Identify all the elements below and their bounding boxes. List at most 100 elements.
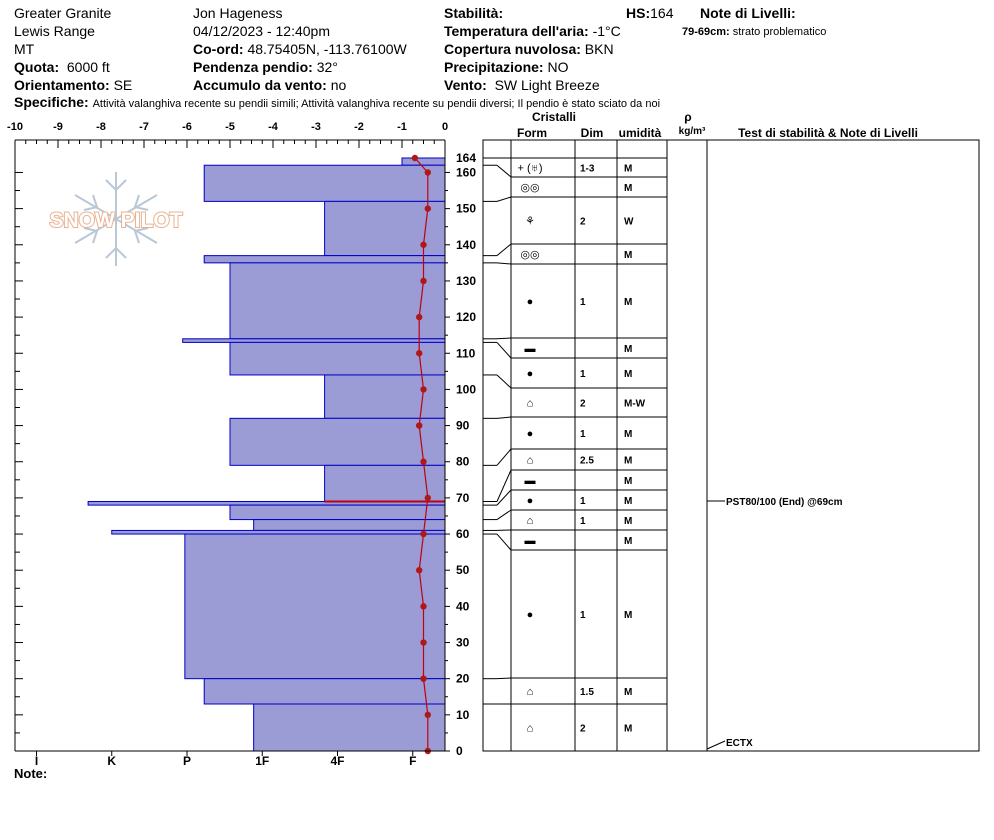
temp-tick-label: -1 — [397, 121, 407, 133]
wetness: M — [624, 297, 632, 308]
height-tick-label: 160 — [456, 165, 476, 179]
temperature-point — [420, 386, 427, 393]
temperature-point — [411, 154, 419, 162]
wetness: M — [624, 516, 632, 527]
hardness-tick-label: 1F — [255, 754, 269, 768]
wetness: W — [624, 217, 634, 228]
crystal-form-symbol: + (♅) — [517, 163, 542, 175]
snowflake-icon — [74, 172, 158, 266]
height-tick-label: 30 — [456, 636, 470, 650]
crystal-size: 1-3 — [580, 164, 595, 175]
datetime: 04/12/2023 - 12:40pm — [193, 23, 330, 39]
crystal-size: 2 — [580, 399, 586, 410]
height-tick-label: 0 — [456, 744, 463, 758]
precipitazione: Precipitazione: NO — [444, 59, 569, 75]
height-tick-label: 130 — [456, 274, 476, 288]
hardness-layer — [203, 255, 446, 264]
temperature-point — [424, 711, 431, 719]
crystal-form-symbol: ● — [527, 428, 534, 440]
connector-diag — [496, 337, 512, 340]
crystal-size: 1 — [580, 496, 586, 507]
temp-tick-label: 0 — [442, 121, 448, 133]
header-cristalli: Cristalli — [532, 110, 576, 124]
temp-tick-label: -5 — [225, 121, 235, 133]
crystal-size: 2.5 — [580, 456, 594, 467]
crystal-size: 1.5 — [580, 687, 594, 698]
temp-tick-label: -2 — [354, 121, 364, 133]
crystal-size: 1 — [580, 369, 586, 380]
wetness: M — [624, 724, 632, 735]
crystal-form-symbol: ⌂ — [527, 398, 534, 410]
connector-diag — [496, 342, 512, 359]
crystal-form-symbol: ⌂ — [527, 723, 534, 735]
coordinates: Co-ord: 48.75405N, -113.76100W — [193, 41, 407, 57]
hardness-layer — [229, 417, 446, 466]
height-tick-label: 90 — [456, 419, 470, 433]
state: MT — [14, 41, 35, 57]
height-tick-label: 50 — [456, 563, 470, 577]
connector-diag — [496, 196, 512, 202]
height-tick-label: 20 — [456, 672, 470, 686]
height-tick-label: 10 — [456, 708, 470, 722]
temperatura-aria: Temperatura dell'aria: -1°C — [444, 23, 621, 39]
hardness-layer — [229, 504, 446, 521]
crystal-form-symbol: ⌂ — [527, 686, 534, 698]
wetness: M — [624, 429, 632, 440]
crystal-form-symbol: ▬ — [525, 475, 536, 487]
temperature-point — [416, 567, 423, 574]
temp-tick-label: -7 — [139, 121, 149, 133]
height-tick-label: 80 — [456, 455, 470, 469]
temperature-point — [424, 494, 431, 502]
copertura-nuvolosa: Copertura nuvolosa: BKN — [444, 41, 614, 57]
test-label: ECTX — [726, 738, 753, 749]
crystal-form-symbol: ▬ — [525, 343, 536, 355]
temperature-point — [420, 675, 427, 682]
temperature-point — [420, 277, 427, 285]
connector-diag — [496, 243, 512, 257]
temperature-point — [424, 169, 431, 176]
hardness-tick-label: P — [183, 754, 191, 768]
note-label: Note: — [14, 766, 47, 781]
orientamento: Orientamento: SE — [14, 77, 133, 93]
connector-diag — [496, 677, 512, 680]
crystal-form-symbol: ● — [527, 609, 534, 621]
connector-diag — [496, 469, 512, 502]
wetness: M — [624, 456, 632, 467]
crystal-form-symbol: ⌂ — [527, 455, 534, 467]
test-arrow — [706, 740, 726, 750]
crystal-form-symbol: ⌂ — [527, 515, 534, 527]
crystal-form-symbol: ▬ — [525, 535, 536, 547]
vento: Vento: SW Light Breeze — [444, 77, 600, 93]
header-rho-unit: kg/m³ — [679, 126, 706, 137]
wetness: M — [624, 536, 632, 547]
hardness-layer — [229, 341, 446, 376]
height-tick-label: 70 — [456, 491, 470, 505]
hardness-layer — [111, 529, 446, 535]
temperature-point — [424, 205, 431, 212]
wetness: M — [624, 344, 632, 355]
specifiche: Specifiche: Attività valanghiva recente … — [14, 94, 661, 110]
crystal-form-symbol: ◎◎ — [520, 249, 539, 261]
crystal-size: 1 — [580, 429, 586, 440]
hardness-layer — [182, 338, 446, 343]
temperature-point — [420, 241, 427, 248]
temp-tick-label: -4 — [268, 121, 279, 133]
observer: Jon Hageness — [193, 5, 283, 21]
connector-diag — [496, 533, 512, 551]
hardness-layer — [203, 164, 446, 202]
temperature-point — [420, 458, 427, 465]
stabilita: Stabilità: — [444, 5, 504, 21]
crystal-form-symbol: ◎◎ — [520, 182, 539, 194]
connector-diag — [496, 374, 512, 389]
connector-diag — [496, 262, 512, 265]
header-form: Form — [517, 126, 547, 140]
temperature-point — [420, 639, 427, 646]
temp-tick-label: -9 — [53, 121, 63, 133]
height-tick-label: 150 — [456, 202, 476, 216]
hardness-layer — [203, 678, 446, 705]
wetness: M — [624, 610, 632, 621]
axes: -10 -9 -8 -7 -6 -5 -4 -3 -2 -1 0010203040506070809… — [7, 121, 476, 768]
header-rho: ρ — [684, 110, 691, 124]
temperature-point — [416, 350, 423, 357]
